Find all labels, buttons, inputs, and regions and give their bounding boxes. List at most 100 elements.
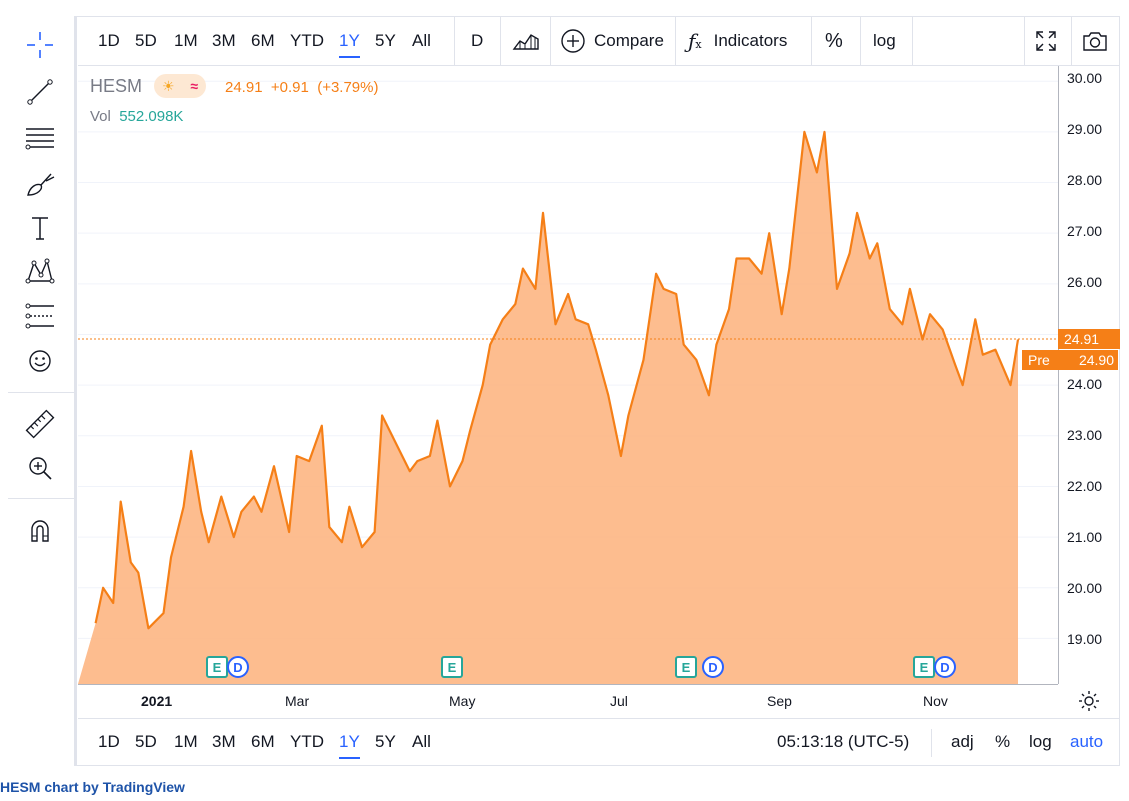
- toolbar-divider: [1024, 16, 1025, 66]
- earnings-marker[interactable]: E: [675, 656, 697, 678]
- earnings-marker[interactable]: E: [913, 656, 935, 678]
- toolbar-divider: [1071, 16, 1072, 66]
- range-6m-button[interactable]: 6M: [251, 31, 275, 50]
- price-tick: 24.00: [1067, 376, 1103, 392]
- time-tick: Nov: [923, 693, 948, 709]
- range-1d-button[interactable]: 1D: [98, 732, 120, 751]
- earnings-marker[interactable]: E: [441, 656, 463, 678]
- adjust-dividends-button[interactable]: adj: [951, 732, 974, 751]
- auto-scale-button[interactable]: auto: [1070, 732, 1104, 751]
- toolbar-divider: [8, 392, 74, 393]
- time-axis[interactable]: 2021 Mar May Jul Sep Nov: [78, 684, 1058, 718]
- indicators-button[interactable]: ƒx Indicators: [688, 24, 787, 58]
- price-axis[interactable]: 30.00 29.00 28.00 27.00 26.00 24.00 23.0…: [1058, 66, 1120, 684]
- clock[interactable]: 05:13:18 (UTC-5): [777, 732, 910, 751]
- dividend-marker[interactable]: D: [934, 656, 956, 678]
- volume-value: 552.098K: [119, 108, 184, 125]
- price-tick: 28.00: [1067, 172, 1103, 188]
- fib-retracement-tool[interactable]: [8, 118, 72, 158]
- indicators-label: Indicators: [713, 31, 788, 50]
- area-chart-icon: [512, 34, 539, 50]
- plus-circle-icon: [561, 29, 585, 53]
- compare-label: Compare: [594, 31, 664, 50]
- toolbar-divider: [860, 16, 861, 66]
- brush-tool[interactable]: [8, 164, 72, 204]
- symbol-label[interactable]: HESM: [90, 76, 143, 96]
- range-1m-button[interactable]: 1M: [174, 31, 198, 50]
- time-tick: Mar: [285, 693, 310, 709]
- range-1y-button[interactable]: 1Y: [339, 24, 360, 58]
- range-1d-button[interactable]: 1D: [98, 31, 120, 50]
- toolbar-divider: [931, 729, 932, 757]
- pattern-tool[interactable]: [8, 251, 72, 291]
- time-tick: Jul: [610, 693, 628, 709]
- settings-icon: [1079, 691, 1099, 711]
- percent-scale-button[interactable]: %: [825, 29, 843, 52]
- price-chart: [78, 80, 1058, 684]
- market-status-badge[interactable]: ☀ ≈: [154, 74, 206, 98]
- price-area-fill: [78, 131, 1018, 684]
- range-ytd-button[interactable]: YTD: [290, 31, 324, 50]
- prediction-tool[interactable]: [8, 296, 72, 336]
- volume-legend: Vol 552.098K: [90, 108, 183, 125]
- function-icon: ƒx: [688, 29, 702, 53]
- range-5y-button[interactable]: 5Y: [375, 732, 396, 751]
- delayed-icon: ≈: [190, 78, 199, 94]
- chart-style-button[interactable]: [512, 24, 540, 58]
- range-5d-button[interactable]: 5D: [135, 732, 157, 751]
- chart-pane[interactable]: [78, 66, 1058, 684]
- dividend-marker[interactable]: D: [227, 656, 249, 678]
- range-3m-button[interactable]: 3M: [212, 732, 236, 751]
- emoji-icon: [29, 350, 51, 372]
- measure-tool[interactable]: [8, 404, 72, 444]
- fib-retracement-icon: [25, 128, 54, 150]
- pattern-icon: [25, 258, 55, 284]
- fullscreen-button[interactable]: [1034, 24, 1058, 58]
- premarket-label: Pre: [1028, 352, 1050, 368]
- magnet-tool[interactable]: [8, 510, 72, 550]
- interval-button[interactable]: D: [471, 31, 484, 50]
- price-line: [94, 130, 1020, 630]
- toolbar-divider: [454, 16, 455, 66]
- range-1m-button[interactable]: 1M: [174, 732, 198, 751]
- price-tick: 26.00: [1067, 274, 1103, 290]
- log-scale-button[interactable]: log: [1029, 732, 1052, 751]
- snapshot-button[interactable]: [1081, 24, 1109, 58]
- zoom-tool[interactable]: [8, 448, 72, 488]
- percent-scale-button[interactable]: %: [995, 732, 1011, 751]
- dividend-marker[interactable]: D: [702, 656, 724, 678]
- magnet-icon: [31, 520, 49, 542]
- trend-line-tool[interactable]: [8, 72, 72, 112]
- time-tick: May: [449, 693, 476, 709]
- range-all-button[interactable]: All: [412, 732, 431, 751]
- range-3m-button[interactable]: 3M: [212, 31, 236, 50]
- range-1y-button[interactable]: 1Y: [339, 725, 360, 759]
- price-tick: 23.00: [1067, 427, 1103, 443]
- bottom-toolbar: 1D 5D 1M 3M 6M YTD 1Y 5Y All 05:13:18 (U…: [78, 718, 1120, 766]
- toolbar-divider: [550, 16, 551, 66]
- crosshair-icon: [27, 32, 53, 58]
- compare-button[interactable]: Compare: [560, 24, 664, 58]
- range-5d-button[interactable]: 5D: [135, 31, 157, 50]
- range-6m-button[interactable]: 6M: [251, 732, 275, 751]
- volume-label: Vol: [90, 108, 111, 125]
- price-tick: 20.00: [1067, 580, 1103, 596]
- ruler-icon: [25, 409, 55, 439]
- log-scale-button[interactable]: log: [873, 31, 896, 50]
- premarket-price-tag: Pre 24.90: [1022, 350, 1118, 370]
- emoji-tool[interactable]: [8, 341, 72, 381]
- earnings-marker[interactable]: E: [206, 656, 228, 678]
- crosshair-tool[interactable]: [8, 25, 72, 65]
- toolbar-divider: [8, 498, 74, 499]
- settings-button[interactable]: [1078, 690, 1100, 717]
- range-all-button[interactable]: All: [412, 31, 431, 50]
- toolbar-divider: [912, 16, 913, 66]
- range-ytd-button[interactable]: YTD: [290, 732, 324, 751]
- range-5y-button[interactable]: 5Y: [375, 31, 396, 50]
- text-tool[interactable]: [8, 208, 72, 248]
- attribution-link[interactable]: HESM chart by TradingView: [0, 779, 185, 795]
- premarket-price: 24.90: [1078, 352, 1114, 368]
- brush-icon: [27, 173, 55, 196]
- price-tick: 30.00: [1067, 70, 1103, 86]
- price-change: +0.91: [270, 79, 309, 96]
